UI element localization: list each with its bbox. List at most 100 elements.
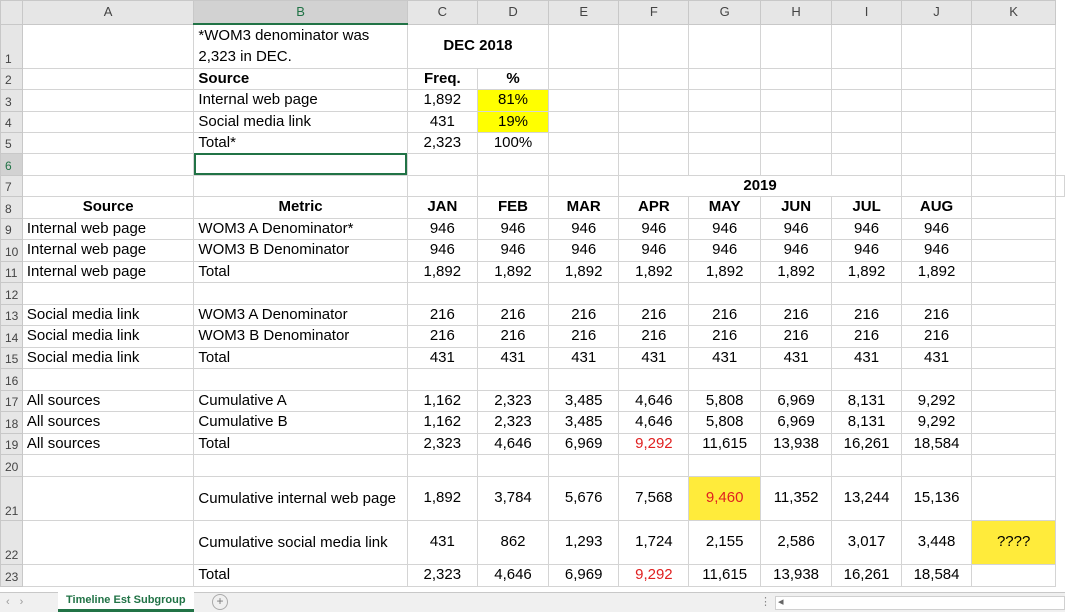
cell[interactable] [618, 67, 690, 90]
cell-d4[interactable]: 19% [476, 110, 550, 133]
cell[interactable] [971, 281, 1056, 305]
cell[interactable] [971, 174, 1056, 197]
value-cell[interactable]: 216 [688, 324, 761, 348]
column-header-j[interactable]: J [900, 0, 973, 25]
value-cell[interactable]: 1,293 [548, 519, 620, 565]
sheet-tab-active[interactable]: Timeline Est Subgroup [58, 592, 194, 612]
cell[interactable] [831, 152, 902, 176]
source-cell[interactable]: All sources [21, 410, 195, 434]
metric-header[interactable]: Metric [193, 195, 408, 219]
metric-cell[interactable]: WOM3 A Denominator* [193, 217, 408, 240]
value-cell[interactable]: 9,292 [900, 410, 973, 434]
cell[interactable] [759, 88, 833, 112]
cell[interactable] [688, 281, 761, 305]
cell[interactable] [831, 110, 902, 133]
cell[interactable] [21, 453, 195, 477]
column-header-d[interactable]: D [476, 0, 550, 25]
value-cell[interactable]: 5,808 [688, 410, 761, 434]
select-all-corner[interactable] [0, 0, 23, 25]
cell-k1[interactable] [971, 23, 1056, 69]
source-header[interactable]: Source [21, 195, 195, 219]
column-header-e[interactable]: E [548, 0, 620, 25]
cell[interactable] [759, 131, 833, 154]
source-cell[interactable]: Social media link [21, 324, 195, 348]
value-cell[interactable]: 4,646 [618, 389, 690, 412]
value-cell[interactable]: 431 [406, 346, 478, 369]
value-cell-flagged[interactable]: 9,292 [618, 432, 690, 455]
row-header[interactable]: 5 [0, 131, 23, 154]
cell[interactable] [688, 88, 761, 112]
column-header-b[interactable]: B [193, 0, 408, 25]
cell-d2[interactable]: % [476, 67, 550, 90]
cell[interactable] [971, 346, 1056, 369]
row-header[interactable]: 19 [0, 432, 23, 455]
month-header[interactable]: JUN [759, 195, 833, 219]
row-header[interactable]: 17 [0, 389, 23, 412]
cell[interactable] [900, 67, 973, 90]
row-header[interactable]: 15 [0, 346, 23, 369]
cell[interactable] [971, 475, 1056, 521]
value-cell[interactable]: 431 [900, 346, 973, 369]
value-cell[interactable]: 3,784 [476, 475, 550, 521]
cell[interactable] [548, 88, 620, 112]
metric-cell[interactable]: Total [193, 346, 408, 369]
cell-c2[interactable]: Freq. [406, 67, 478, 90]
value-cell[interactable]: 216 [618, 303, 690, 326]
cell[interactable] [759, 281, 833, 305]
value-cell[interactable]: 946 [831, 238, 902, 262]
cell[interactable] [831, 281, 902, 305]
value-cell[interactable]: 1,892 [688, 260, 761, 283]
value-cell[interactable]: 946 [759, 217, 833, 240]
value-cell[interactable]: 1,892 [831, 260, 902, 283]
value-cell[interactable]: 946 [548, 238, 620, 262]
cell[interactable] [971, 88, 1056, 112]
cell[interactable] [476, 174, 550, 197]
cell[interactable] [21, 519, 195, 565]
cell[interactable] [476, 152, 550, 176]
cell-a1[interactable] [21, 23, 195, 69]
cell-f1[interactable] [618, 23, 690, 69]
value-cell[interactable]: 1,892 [759, 260, 833, 283]
cell[interactable] [831, 131, 902, 154]
source-cell[interactable]: Internal web page [21, 217, 195, 240]
cell[interactable] [193, 281, 408, 305]
cell-b5[interactable]: Total* [193, 131, 408, 154]
value-cell[interactable]: 5,808 [688, 389, 761, 412]
metric-cell[interactable]: Cumulative B [193, 410, 408, 434]
value-cell[interactable]: 946 [900, 217, 973, 240]
cell[interactable] [971, 131, 1056, 154]
value-cell[interactable]: 946 [831, 217, 902, 240]
cell-c4[interactable]: 431 [406, 110, 478, 133]
cell[interactable] [759, 110, 833, 133]
cell[interactable] [548, 174, 620, 197]
metric-cell[interactable]: Total [193, 432, 408, 455]
cell[interactable] [831, 367, 902, 391]
column-header-a[interactable]: A [21, 0, 195, 25]
value-cell[interactable]: 6,969 [759, 410, 833, 434]
cell[interactable] [971, 367, 1056, 391]
metric-cell[interactable]: WOM3 A Denominator [193, 303, 408, 326]
row-header[interactable]: 18 [0, 410, 23, 434]
cell-d3[interactable]: 81% [476, 88, 550, 112]
cell[interactable] [476, 453, 550, 477]
cell[interactable] [548, 67, 620, 90]
cell[interactable] [831, 453, 902, 477]
value-cell[interactable]: 216 [831, 303, 902, 326]
value-cell[interactable]: 8,131 [831, 389, 902, 412]
value-cell[interactable]: 3,485 [548, 389, 620, 412]
row-header[interactable]: 20 [0, 453, 23, 477]
value-cell[interactable]: 431 [831, 346, 902, 369]
cell[interactable] [406, 281, 478, 305]
metric-cell[interactable]: Cumulative internal web page [193, 475, 408, 521]
metric-cell[interactable]: Cumulative A [193, 389, 408, 412]
value-cell[interactable]: 216 [759, 324, 833, 348]
value-cell[interactable]: 4,646 [618, 410, 690, 434]
cell-j1[interactable] [900, 23, 973, 69]
cell[interactable] [618, 131, 690, 154]
cell-e1[interactable] [548, 23, 620, 69]
cell[interactable] [688, 67, 761, 90]
cell-b3[interactable]: Internal web page [193, 88, 408, 112]
cell[interactable] [971, 432, 1056, 455]
cell[interactable] [971, 563, 1056, 587]
cell[interactable] [618, 152, 690, 176]
